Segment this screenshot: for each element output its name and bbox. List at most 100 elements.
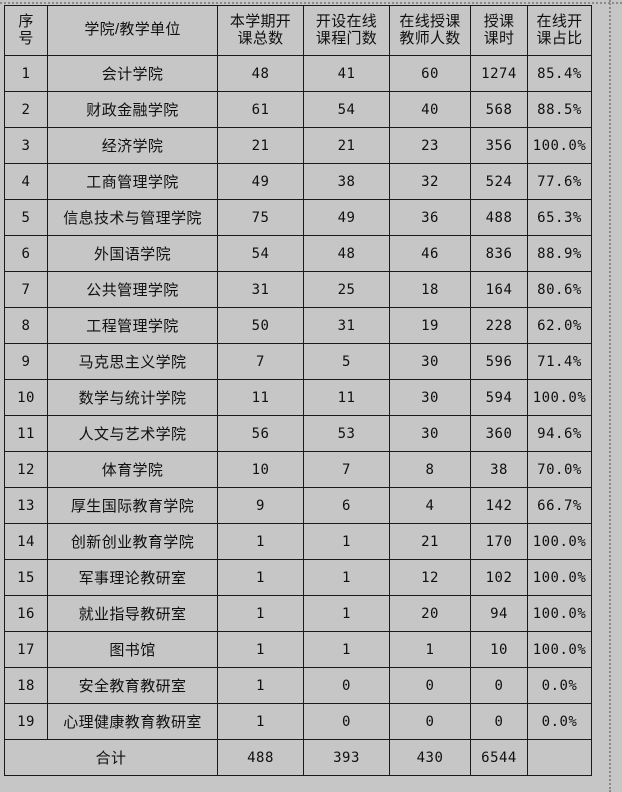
cell-online_ratio: 85.4%: [527, 55, 592, 92]
table-row: 15 军事理论教研室 1 1 12 102 100.0%: [4, 559, 592, 596]
cell-class_hours: 0: [470, 703, 528, 740]
cell-total_courses: 50: [217, 307, 304, 344]
cell-online_courses: 49: [303, 199, 390, 236]
cell-unit: 就业指导教研室: [47, 595, 218, 632]
cell-online_ratio: 94.6%: [527, 415, 592, 452]
cell-online_teachers: 32: [389, 163, 471, 200]
cell-total_courses: 1: [217, 559, 304, 596]
cell-unit: 创新创业教育学院: [47, 523, 218, 560]
cell-total_courses: 1: [217, 667, 304, 704]
cell-online_teachers: 46: [389, 235, 471, 272]
column-header-online_teachers: 在线授课 教师人数: [389, 5, 471, 56]
cell-online_teachers: 21: [389, 523, 471, 560]
cell-online_ratio: 100.0%: [527, 523, 592, 560]
cell-unit: 图书馆: [47, 631, 218, 668]
cell-online_ratio: 62.0%: [527, 307, 592, 344]
column-header-line: 序: [18, 12, 34, 30]
cell-total_courses: 1: [217, 595, 304, 632]
table-row: 2 财政金融学院 61 54 40 568 88.5%: [4, 91, 592, 128]
cell-online_ratio: 0.0%: [527, 703, 592, 740]
cell-online_courses: 1: [303, 523, 390, 560]
cell-online_teachers: 12: [389, 559, 471, 596]
cell-unit: 心理健康教育教研室: [47, 703, 218, 740]
cell-index: 19: [4, 703, 48, 740]
cell-online_courses: 54: [303, 91, 390, 128]
cell-online_ratio: 80.6%: [527, 271, 592, 308]
column-header-line: 本学期开: [229, 12, 292, 30]
cell-total_courses: 1: [217, 703, 304, 740]
cell-online_courses: 0: [303, 703, 390, 740]
cell-unit: 会计学院: [47, 55, 218, 92]
table-row: 14 创新创业教育学院 1 1 21 170 100.0%: [4, 523, 592, 560]
cell-class_hours: 488: [470, 199, 528, 236]
table-container: 序号学院/教学单位 本学期开 课总数 开设在线 课程门数 在线授课 教师人数 授课 课时 在线开课…: [4, 5, 592, 776]
cell-index: 17: [4, 631, 48, 668]
cell-total_courses: 49: [217, 163, 304, 200]
cell-index: 14: [4, 523, 48, 560]
table-row: 16 就业指导教研室 1 1 20 94 100.0%: [4, 595, 592, 632]
cell-unit: 财政金融学院: [47, 91, 218, 128]
cell-unit: 工商管理学院: [47, 163, 218, 200]
column-header-index: 序号: [4, 5, 48, 56]
cell-index: 7: [4, 271, 48, 308]
table-row: 13 厚生国际教育学院 9 6 4 142 66.7%: [4, 487, 592, 524]
cell-class_hours: 170: [470, 523, 528, 560]
table-body: 1 会计学院 48 41 60 1274 85.4% 2 财政金融学院 61 54 40 568 88.5…: [4, 55, 592, 776]
cell-total_courses: 1: [217, 631, 304, 668]
cell-index: 5: [4, 199, 48, 236]
cell-online_teachers: 36: [389, 199, 471, 236]
cell-index: 8: [4, 307, 48, 344]
cell-online_courses: 25: [303, 271, 390, 308]
column-header-line: 号: [18, 29, 34, 47]
total-cell-total_courses: 488: [217, 739, 304, 776]
column-header-line: 在线授课: [399, 12, 461, 30]
cell-index: 15: [4, 559, 48, 596]
cell-unit: 军事理论教研室: [47, 559, 218, 596]
cell-online_ratio: 66.7%: [527, 487, 592, 524]
cell-index: 3: [4, 127, 48, 164]
table-row: 7 公共管理学院 31 25 18 164 80.6%: [4, 271, 592, 308]
cell-total_courses: 7: [217, 343, 304, 380]
cell-class_hours: 568: [470, 91, 528, 128]
cell-online_courses: 53: [303, 415, 390, 452]
table-row: 9 马克思主义学院 7 5 30 596 71.4%: [4, 343, 592, 380]
cell-index: 18: [4, 667, 48, 704]
header-row: 序号学院/教学单位 本学期开 课总数 开设在线 课程门数 在线授课 教师人数 授课 课时 在线开课…: [4, 5, 592, 56]
cell-online_ratio: 71.4%: [527, 343, 592, 380]
table-row: 12 体育学院 10 7 8 38 70.0%: [4, 451, 592, 488]
cell-index: 4: [4, 163, 48, 200]
table-row: 17 图书馆 1 1 1 10 100.0%: [4, 631, 592, 668]
cell-online_ratio: 88.5%: [527, 91, 592, 128]
cell-class_hours: 524: [470, 163, 528, 200]
cell-online_teachers: 8: [389, 451, 471, 488]
cell-index: 1: [4, 55, 48, 92]
cell-online_teachers: 60: [389, 55, 471, 92]
cell-unit: 安全教育教研室: [47, 667, 218, 704]
cell-total_courses: 11: [217, 379, 304, 416]
column-header-line: 课占比: [536, 29, 583, 47]
total-cell-online_courses: 393: [303, 739, 390, 776]
total-cell-online_teachers: 430: [389, 739, 471, 776]
cell-online_courses: 1: [303, 631, 390, 668]
cell-online_courses: 11: [303, 379, 390, 416]
cell-class_hours: 360: [470, 415, 528, 452]
cell-online_courses: 31: [303, 307, 390, 344]
cell-unit: 马克思主义学院: [47, 343, 218, 380]
cell-unit: 外国语学院: [47, 235, 218, 272]
cell-online_teachers: 30: [389, 379, 471, 416]
cell-online_ratio: 100.0%: [527, 127, 592, 164]
column-header-unit: 学院/教学单位: [47, 5, 218, 56]
column-header-line: 教师人数: [399, 29, 461, 47]
print-margin-guide-top: [0, 2, 622, 4]
cell-index: 2: [4, 91, 48, 128]
cell-unit: 公共管理学院: [47, 271, 218, 308]
column-header-line: 授课: [483, 12, 515, 30]
cell-class_hours: 142: [470, 487, 528, 524]
cell-online_courses: 5: [303, 343, 390, 380]
table-row: 10 数学与统计学院 11 11 30 594 100.0%: [4, 379, 592, 416]
cell-online_courses: 38: [303, 163, 390, 200]
cell-online_teachers: 40: [389, 91, 471, 128]
table-row: 18 安全教育教研室 1 0 0 0 0.0%: [4, 667, 592, 704]
cell-online_teachers: 1: [389, 631, 471, 668]
